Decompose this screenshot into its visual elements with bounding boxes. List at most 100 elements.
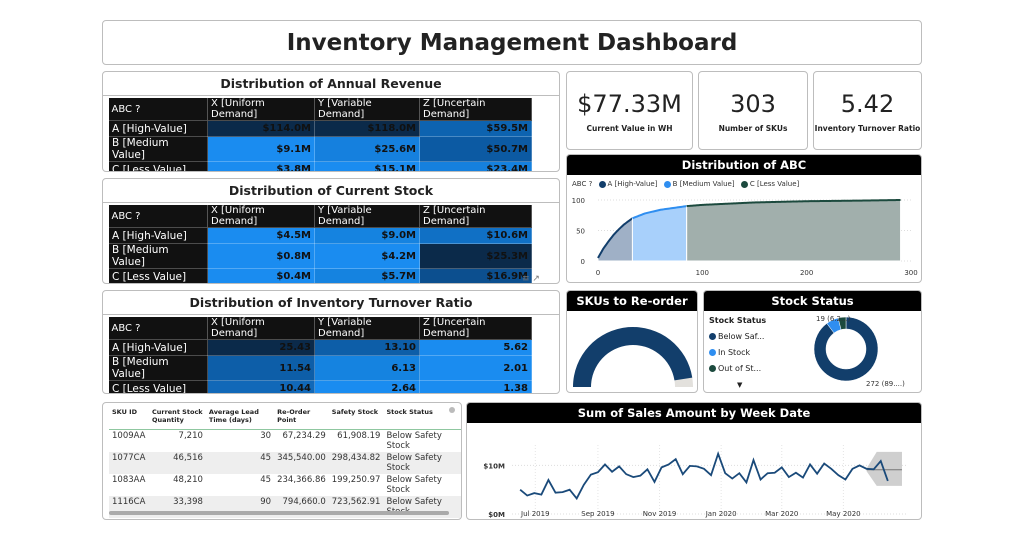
turnover-ratio-matrix: Distribution of Inventory Turnover Ratio… [102,290,560,394]
column-header[interactable]: Y [Variable Demand] [314,98,420,121]
table-row[interactable]: 1009AA 7,210 30 67,234.29 61,908.19 Below Saf… [109,429,461,452]
matrix-cell[interactable]: 10.44 [207,380,315,393]
column-header[interactable]: Y [Variable Demand] [314,317,420,340]
row-header: C [Less Value] [108,380,208,393]
matrix-cell[interactable]: 2.64 [314,380,420,393]
kpi-current-value: $77.33M Current Value in WH [566,71,693,150]
matrix-cell[interactable]: $0.4M [207,268,315,283]
matrix-cell[interactable]: 13.10 [314,339,420,356]
matrix-cell[interactable]: $4.2M [314,243,420,269]
matrix-cell[interactable]: $59.5M [419,120,532,137]
row-header: A [High-Value] [108,120,208,137]
legend-item[interactable]: A [High-Value] [595,180,658,188]
matrix-cell[interactable]: $4.5M [207,227,315,244]
matrix-title: Distribution of Annual Revenue [103,72,559,96]
chart-title: Sum of Sales Amount by Week Date [467,403,921,423]
legend-item[interactable]: Below Saf... [709,329,766,345]
matrix-cell[interactable]: $15.1M [314,161,420,171]
data-label: 272 (89....) [866,380,905,388]
table-cell: Below Safety Stock [383,451,461,474]
column-header[interactable]: X [Uniform Demand] [207,98,315,121]
matrix-cell[interactable]: $25.6M [314,136,420,162]
table-cell: 1009AA [112,430,146,441]
row-header: B [Medium Value] [108,243,208,269]
column-header[interactable]: Y [Variable Demand] [314,205,420,228]
x-tick-label: Jan 2020 [705,510,737,518]
matrix-cell[interactable]: 6.13 [314,355,420,381]
matrix-row: A [High-Value] 25.43 13.10 5.62 [108,339,532,356]
column-header[interactable]: Safety Stock [328,407,384,430]
matrix-cell[interactable]: 25.43 [207,339,315,356]
legend-item[interactable]: C [Less Value] [737,180,799,188]
table-row[interactable]: 1077CA 46,516 45 345,540.00 298,434.82 Below … [109,451,461,474]
legend-label: Below Saf... [718,332,765,341]
matrix-cell[interactable]: 5.62 [419,339,532,356]
matrix-cell[interactable]: $5.7M [314,268,420,283]
matrix-cell[interactable]: $9.1M [207,136,315,162]
y-tick-label: 0 [581,258,585,266]
column-header[interactable]: Current Stock Quantity [148,407,206,430]
row-header: B [Medium Value] [108,136,208,162]
matrix-cell[interactable]: $50.7M [419,136,532,162]
matrix-title: Distribution of Inventory Turnover Ratio [103,291,559,315]
vertical-scrollbar[interactable] [449,407,455,413]
column-header[interactable]: ABC ? [108,205,208,228]
matrix-cell[interactable]: 11.54 [207,355,315,381]
legend-item[interactable]: Out of St... [709,361,766,377]
matrix-cell[interactable]: $114.0M [207,120,315,137]
matrix-cell[interactable]: 1.38 [419,380,532,393]
table-row[interactable]: 1083AA 48,210 45 234,366.86 199,250.97 Below … [109,474,461,496]
matrix-cell[interactable]: 2.01 [419,355,532,381]
x-tick-label: May 2020 [826,510,861,518]
matrix-cell[interactable]: $3.8M [207,161,315,171]
sales-plot: $0M $10M Jul 2019 Sep 2019 Nov 2019 Jan 2020 M… [483,445,907,519]
row-header: A [High-Value] [108,339,208,356]
kpi-number-of-skus: 303 Number of SKUs [698,71,808,150]
matrix-row: C [Less Value] $0.4M $5.7M $16.9M [108,268,532,283]
row-header: C [Less Value] [108,161,208,171]
y-tick-label: 50 [576,228,585,236]
matrix-title: Distribution of Current Stock [103,179,559,203]
matrix-cell[interactable]: $10.6M [419,227,532,244]
column-header[interactable]: ABC ? [108,98,208,121]
x-tick-label: Jul 2019 [520,510,550,518]
matrix-cell[interactable]: $25.3M [419,243,532,269]
x-tick-label: 300 [904,269,917,277]
table-cell: 234,366.86 [277,474,326,485]
area-segment [686,199,902,262]
abc-distribution-chart: Distribution of ABC ABC ? A [High-Value]… [566,154,922,283]
column-header[interactable]: Z [Uncertain Demand] [419,98,532,121]
legend-label: A [High-Value] [607,180,658,188]
table-cell: Below Safety Stock [386,474,442,495]
column-header[interactable]: Average Lead Time (days) [205,407,275,430]
legend-item[interactable]: In Stock [709,345,766,361]
current-stock-matrix: Distribution of Current Stock ABC ? X [Uni… [102,178,560,284]
legend-scroll-down-icon[interactable]: ▼ [737,381,743,389]
kpi-turnover-ratio: 5.42 Inventory Turnover Ratio [813,71,922,150]
matrix-row: B [Medium Value] $9.1M $25.6M $50.7M [108,136,532,162]
column-header[interactable]: SKU ID [109,407,149,430]
legend-item[interactable]: B [Medium Value] [660,180,735,188]
table-cell: 7,210 [178,430,203,441]
matrix-cell[interactable]: $9.0M [314,227,420,244]
column-header[interactable]: Stock Status [383,407,461,430]
matrix-cell[interactable]: $23.4M [419,161,532,171]
column-header[interactable]: ABC ? [108,317,208,340]
column-header[interactable]: Re-Order Point [274,407,329,430]
legend-label: B [Medium Value] [672,180,735,188]
column-header[interactable]: X [Uniform Demand] [207,317,315,340]
column-header[interactable]: Z [Uncertain Demand] [419,205,532,228]
column-header[interactable]: X [Uniform Demand] [207,205,315,228]
matrix-cell[interactable]: $16.9M [419,268,532,283]
matrix-row: C [Less Value] $3.8M $15.1M $23.4M [108,161,532,171]
matrix-cell[interactable]: $118.0M [314,120,420,137]
abc-plot: 0 50 100 0 100 200 300 [572,197,918,277]
horizontal-scrollbar[interactable] [109,511,449,515]
filter-icon[interactable]: ≡ ↗ [522,274,540,284]
row-header: A [High-Value] [108,227,208,244]
matrix-cell[interactable]: $0.8M [207,243,315,269]
table-cell: 199,250.97 [331,474,381,485]
column-header[interactable]: Z [Uncertain Demand] [419,317,532,340]
chart-title: Stock Status [704,291,921,311]
table-cell: 48,210 [173,474,203,485]
